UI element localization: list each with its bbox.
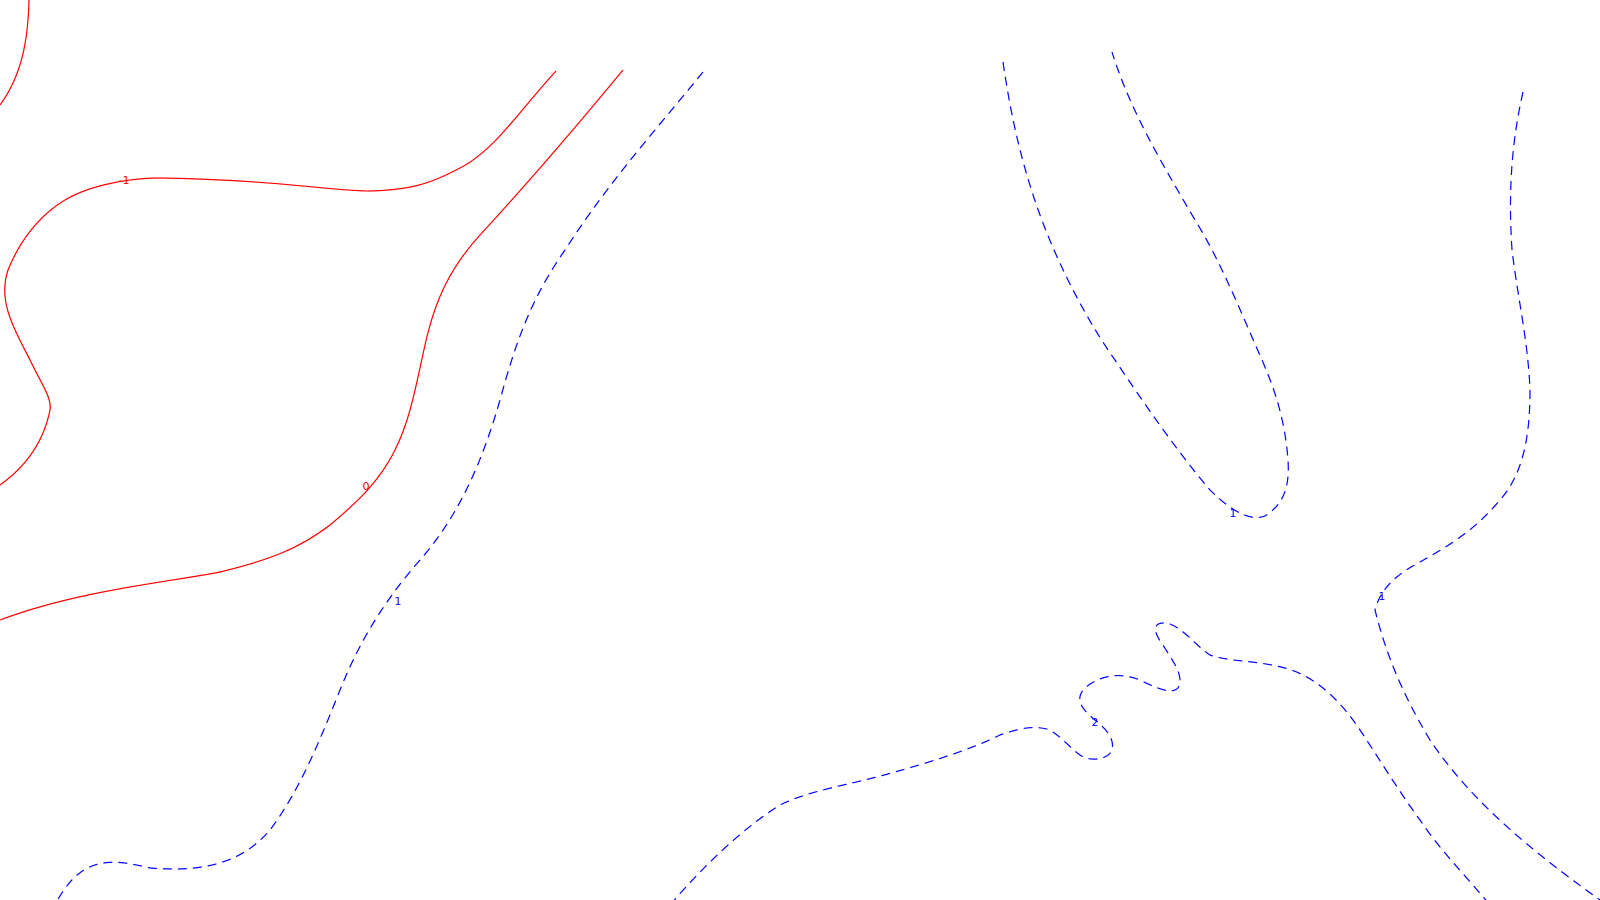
contour-line-1-left	[57, 71, 704, 900]
contour-line-0-main	[0, 69, 624, 621]
contour-line-neg1	[0, 70, 557, 486]
contour-label-0: 0	[363, 480, 370, 493]
contour-line-0-upper-left	[0, 0, 30, 106]
contour-line-2-bottom	[673, 622, 1487, 900]
contour-line-1-center	[1002, 51, 1289, 519]
contour-label-2: 2	[1092, 716, 1099, 729]
contour-line-1-right	[1374, 91, 1600, 900]
contour-label-1-right: 1	[1379, 590, 1386, 603]
contour-label-1-left: 1	[395, 595, 402, 608]
contour-label-1-center: 1	[1230, 507, 1237, 520]
contour-label-neg1: -1	[119, 174, 130, 187]
